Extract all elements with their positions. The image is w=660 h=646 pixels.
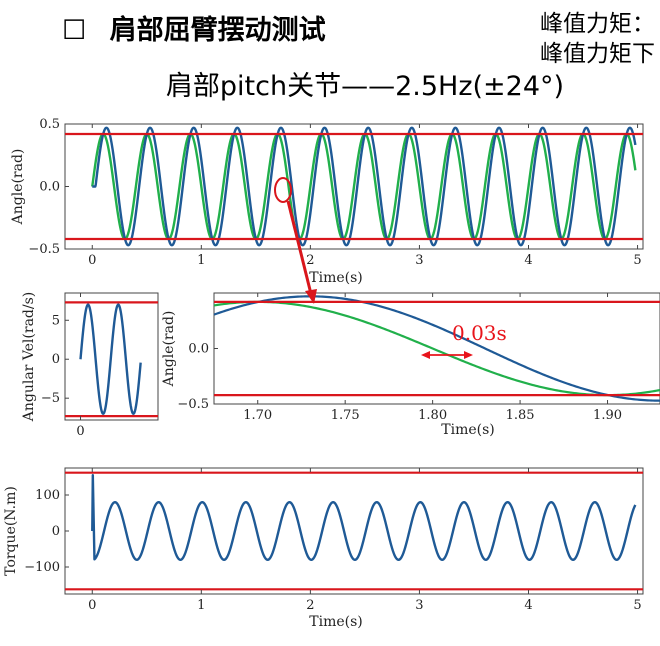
- angle-main-ytick-label: −0.5: [28, 242, 60, 257]
- angle-main-ylabel: Angle(rad): [10, 149, 26, 226]
- angle-main-series-1: [91, 126, 637, 247]
- zoom-frame: [213, 292, 660, 405]
- zoom-ylabel: Angle(rad): [161, 311, 177, 388]
- torque-ytick-label: −100: [24, 560, 60, 575]
- vel-xtick-label: 0: [76, 424, 84, 439]
- zoom-series-0: [213, 300, 660, 397]
- zoom-arrow-shaft: [286, 200, 313, 295]
- torque-xlabel: Time(s): [309, 614, 362, 630]
- delay-arrow-right-head: [464, 351, 473, 359]
- vel-ytick-label: −5: [41, 391, 60, 406]
- torque-ylabel: Torque(N.m): [3, 486, 19, 576]
- zoom-xtick-label: 1.90: [593, 408, 622, 423]
- angle-main-xtick-label: 2: [306, 253, 314, 268]
- torque-xtick-label: 4: [524, 598, 532, 613]
- vel-ytick-label: 0: [52, 352, 60, 367]
- checkbox-icon: ☐: [62, 15, 87, 46]
- torque-frame: [64, 467, 644, 595]
- torque-xtick-label: 0: [88, 598, 96, 613]
- slide-subtitle: 肩部pitch关节——2.5Hz(±24°): [165, 71, 565, 102]
- torque-xtick-label: 2: [306, 598, 314, 613]
- vel-ylabel: Angular Vel(rad/s): [21, 292, 37, 423]
- angle-main-ytick-label: 0.5: [39, 117, 60, 132]
- delay-arrow-left-head: [421, 351, 430, 359]
- zoom-ytick-label: 0.0: [188, 342, 209, 357]
- angle-zoom-chart: 1.70 1.75 1.80 1.85 1.90 0.0 −0.5 Time(s) Angle(…: [161, 292, 660, 438]
- zoom-xtick-label: 1.75: [331, 408, 360, 423]
- angle-main-ytick-label: 0.0: [39, 180, 60, 195]
- zoom-ytick-label: −0.5: [177, 397, 209, 412]
- annotations: 0.03s: [274, 177, 507, 359]
- torque-xtick-label: 5: [633, 598, 641, 613]
- zoom-xtick-label: 1.70: [243, 408, 272, 423]
- side-note-1: 峰值力矩：: [540, 11, 655, 37]
- angle-main-xtick-label: 0: [88, 253, 96, 268]
- torque-xtick-label: 3: [415, 598, 423, 613]
- angle-main-xtick-label: 4: [524, 253, 532, 268]
- slide-title-text: 肩部屈臂摆动测试: [109, 15, 326, 46]
- slide-title: ☐ 肩部屈臂摆动测试: [62, 8, 326, 47]
- zoom-xtick-label: 1.85: [506, 408, 535, 423]
- zoom-arrow-head: [305, 289, 317, 304]
- delay-label: 0.03s: [452, 321, 507, 345]
- zoom-xlabel: Time(s): [441, 422, 494, 438]
- torque-ytick-label: 0: [52, 524, 60, 539]
- vel-frame: [64, 292, 159, 421]
- angle-main-chart: 0 1 2 3 4 5 −0.5 0.0 0.5 Time(s) Angle(rad): [10, 117, 644, 286]
- torque-chart: 0 1 2 3 4 5 100 0 −100 Time(s) Torque(N.m): [3, 467, 644, 630]
- torque-xtick-label: 1: [197, 598, 205, 613]
- side-note-2: 峰值力矩下: [540, 41, 655, 67]
- angle-main-xtick-label: 1: [197, 253, 205, 268]
- vel-ytick-label: 5: [52, 313, 60, 328]
- torque-series-0: [91, 474, 637, 561]
- zoom-xtick-label: 1.80: [418, 408, 447, 423]
- zoom-series-1: [213, 295, 660, 402]
- angular-velocity-chart: 0 5 0 −5 Angular Vel(rad/s): [21, 292, 159, 439]
- vel-series-0: [79, 303, 142, 415]
- highlight-circle: [274, 177, 292, 203]
- angle-main-xlabel: Time(s): [309, 270, 362, 286]
- angle-main-xtick-label: 3: [415, 253, 423, 268]
- angle-main-xtick-label: 5: [633, 253, 641, 268]
- torque-ytick-label: 100: [35, 488, 60, 503]
